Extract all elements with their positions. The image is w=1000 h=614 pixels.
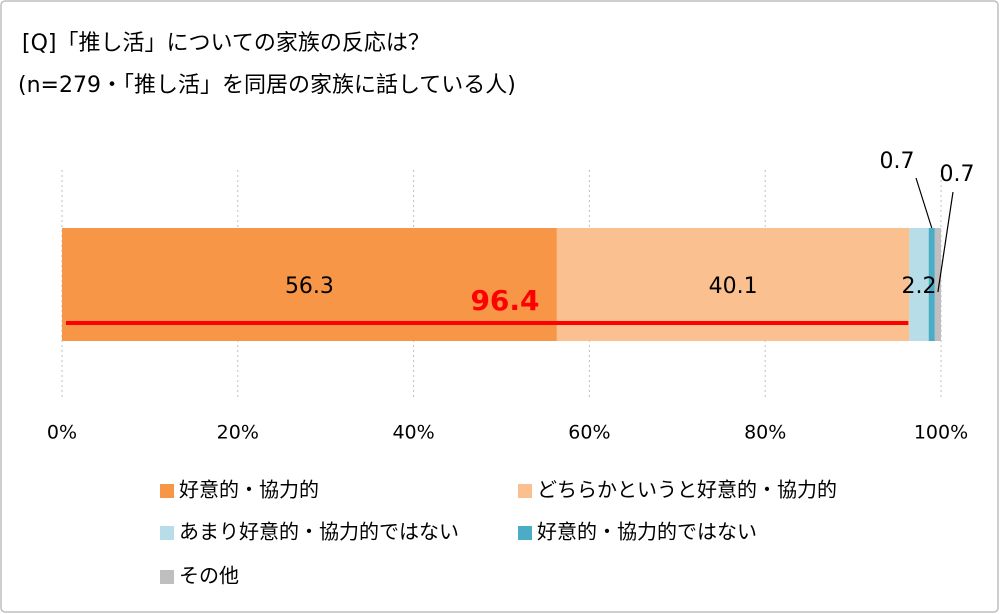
legend-swatch xyxy=(518,526,532,540)
bar-segment xyxy=(928,228,935,341)
leader-line xyxy=(937,191,954,293)
x-tick-label: 0% xyxy=(47,422,77,444)
legend-label: 好意的・協力的 xyxy=(179,478,319,502)
annotation-label: 96.4 xyxy=(470,284,539,317)
chart-title: [Q]「推し活」についての家族の反応は？ xyxy=(22,31,430,56)
data-label: 0.7 xyxy=(940,162,975,187)
x-tick-label: 100% xyxy=(914,422,968,444)
bar-segment xyxy=(909,228,929,341)
legend-label: 好意的・協力的ではない xyxy=(537,520,757,544)
legend-label: どちらかというと好意的・協力的 xyxy=(537,478,837,502)
data-label: 2.2 xyxy=(902,274,937,299)
data-label: 0.7 xyxy=(880,149,915,174)
legend-swatch xyxy=(160,526,174,540)
x-tick-label: 60% xyxy=(568,422,610,444)
data-label: 56.3 xyxy=(285,274,334,299)
legend-swatch xyxy=(518,484,532,498)
data-label: 40.1 xyxy=(709,274,758,299)
bar-segment xyxy=(934,228,941,341)
leader-line xyxy=(915,177,933,229)
x-tick-label: 80% xyxy=(744,422,786,444)
x-tick-label: 20% xyxy=(217,422,259,444)
legend-label: その他 xyxy=(179,564,239,588)
x-tick-label: 40% xyxy=(392,422,434,444)
legend-swatch xyxy=(160,484,174,498)
legend-swatch xyxy=(160,570,174,584)
legend-label: あまり好意的・協力的ではない xyxy=(179,520,459,544)
chart-subtitle: (n=279・「推し活」を同居の家族に話している人) xyxy=(18,73,516,98)
